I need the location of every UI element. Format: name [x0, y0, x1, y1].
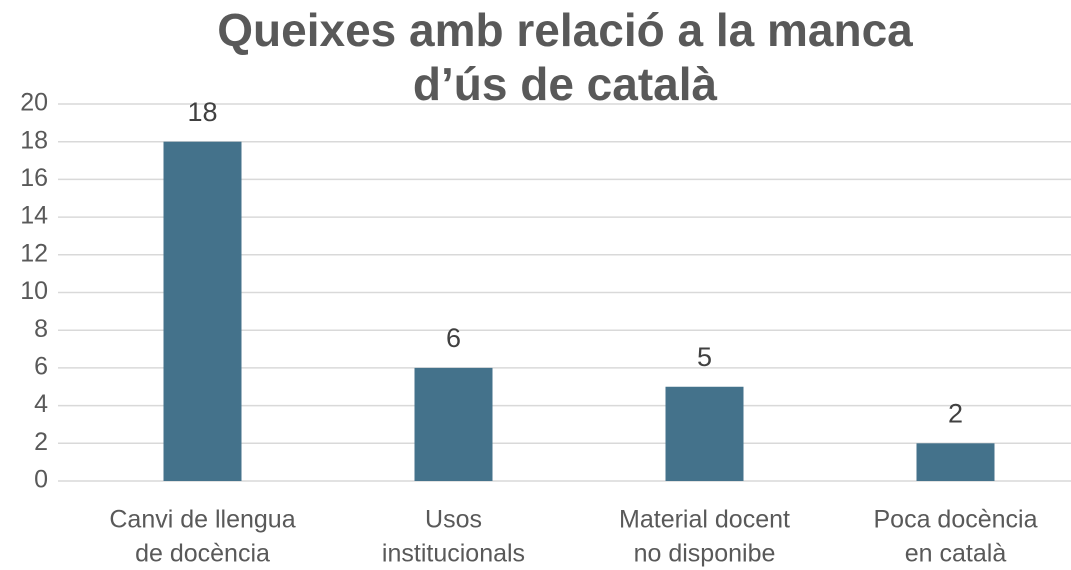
x-tick-label: Usos [425, 506, 482, 534]
y-tick-label: 6 [34, 353, 48, 381]
chart-title: d’ús de català [413, 58, 718, 110]
y-tick-label: 0 [34, 466, 48, 494]
x-tick-label: Canvi de llengua [109, 506, 295, 534]
x-tick-label: Poca docència [873, 506, 1037, 534]
y-tick-label: 20 [20, 89, 48, 117]
y-tick-label: 18 [20, 126, 48, 154]
x-tick-label: en català [905, 540, 1007, 568]
bar [163, 141, 242, 481]
data-label: 2 [948, 398, 963, 428]
x-tick-label: Material docent [619, 506, 790, 534]
x-tick-label: no disponibe [634, 540, 776, 568]
data-label: 5 [697, 342, 712, 372]
x-tick-label: institucionals [382, 540, 525, 568]
y-tick-label: 10 [20, 277, 48, 305]
bar [414, 367, 493, 481]
y-tick-label: 8 [34, 315, 48, 343]
bar [665, 386, 744, 481]
x-tick-label: de docència [135, 540, 270, 568]
bar [916, 443, 995, 481]
y-tick-label: 12 [20, 239, 48, 267]
chart-title: Queixes amb relació a la manca [217, 4, 913, 56]
y-tick-label: 14 [20, 202, 48, 230]
y-tick-label: 16 [20, 164, 48, 192]
y-tick-label: 2 [34, 428, 48, 456]
y-tick-label: 4 [34, 390, 48, 418]
data-label: 6 [446, 323, 461, 353]
data-label: 18 [187, 97, 217, 127]
